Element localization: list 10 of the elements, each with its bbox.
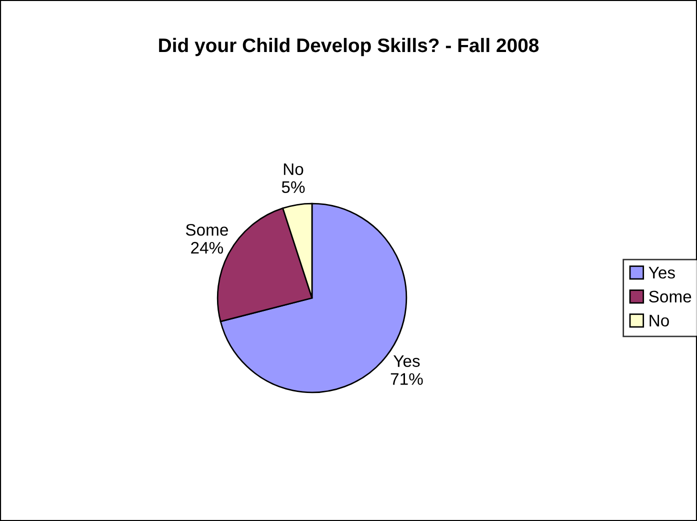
legend-label: Yes bbox=[648, 266, 675, 279]
data-label: 24% bbox=[191, 242, 224, 254]
legend-label: No bbox=[650, 314, 669, 326]
slice-label: No bbox=[284, 163, 304, 176]
data-label: 71% bbox=[390, 373, 423, 385]
slice-label: Some bbox=[186, 224, 228, 236]
data-label: 5% bbox=[282, 181, 305, 194]
legend-label: Some bbox=[649, 290, 692, 303]
chart-title: Did your Child Develop Skills? - Fall 2008 bbox=[159, 38, 539, 56]
slice-label: Yes bbox=[394, 355, 420, 367]
